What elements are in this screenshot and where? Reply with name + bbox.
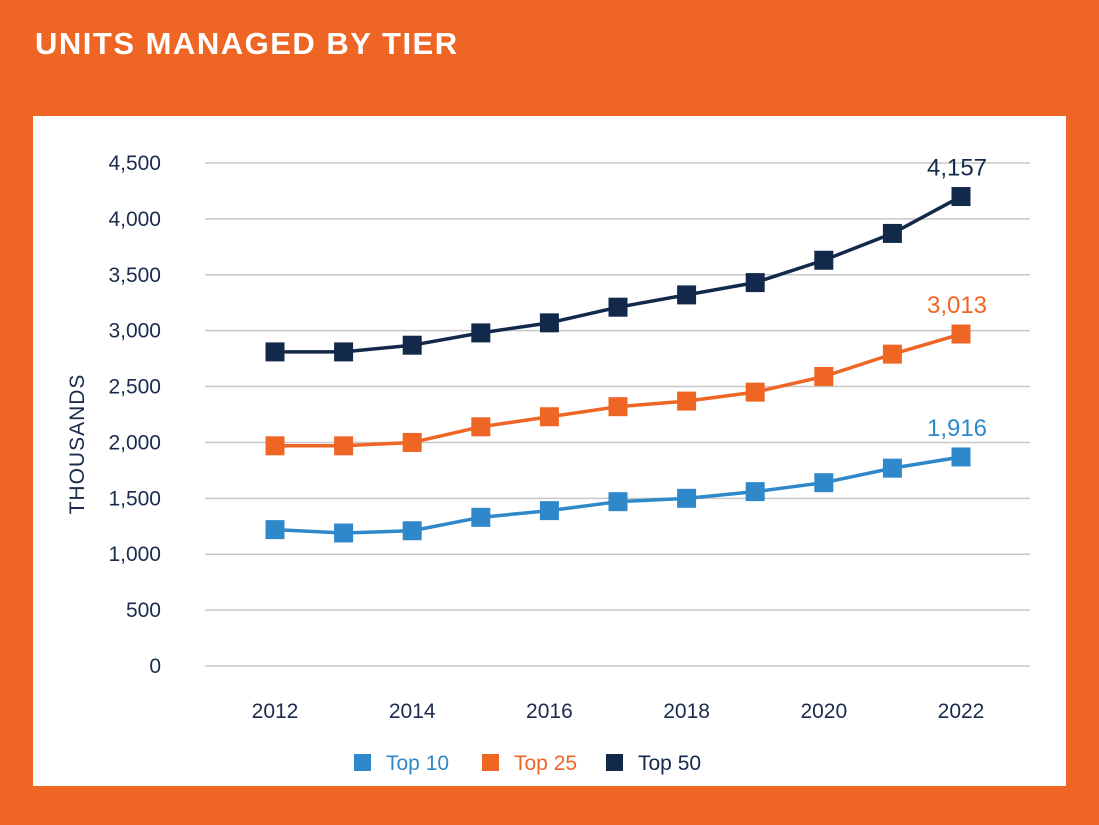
data-point [814, 250, 834, 270]
data-point [608, 297, 628, 317]
y-axis-ticks: 0 500 1,000 1,500 2,000 2,500 3,000 3,500 4,000 4… [108, 152, 161, 678]
legend-swatch [354, 754, 371, 771]
data-point [882, 223, 902, 243]
data-point [471, 507, 491, 527]
y-tick-label: 1,000 [108, 543, 161, 566]
legend-entry: Top 50 [606, 752, 701, 775]
grid-lines [205, 162, 1030, 667]
data-point [745, 382, 765, 402]
x-tick-label: 2022 [938, 700, 985, 723]
y-tick-label: 2,500 [108, 376, 161, 399]
data-label: 3,013 [927, 292, 987, 319]
y-tick-label: 1,500 [108, 487, 161, 510]
x-tick-label: 2016 [526, 700, 573, 723]
data-label: 4,157 [927, 155, 987, 182]
legend-swatch [482, 754, 499, 771]
data-point [402, 335, 422, 355]
data-point [745, 482, 765, 502]
data-point [677, 391, 697, 411]
data-point [265, 342, 285, 362]
legend-swatch [606, 754, 623, 771]
data-point [471, 323, 491, 343]
data-point [814, 366, 834, 386]
series-top-10: 1,916 [265, 415, 987, 543]
y-axis-label: THOUSANDS [66, 374, 89, 515]
data-point [402, 432, 422, 452]
data-point [745, 273, 765, 293]
data-point [608, 492, 628, 512]
chart-panel: 0 500 1,000 1,500 2,000 2,500 3,000 3,500 4,000 4… [33, 116, 1066, 786]
data-point [951, 187, 971, 207]
y-tick-label: 3,500 [108, 264, 161, 287]
x-axis-ticks: 2012 2014 2016 2018 2020 2022 [252, 700, 985, 723]
legend-entry: Top 10 [354, 752, 449, 775]
legend-label: Top 25 [514, 752, 577, 775]
data-point [882, 344, 902, 364]
x-tick-label: 2012 [252, 700, 299, 723]
data-point [608, 397, 628, 417]
series-line [275, 332, 962, 448]
y-tick-label: 4,500 [108, 152, 161, 175]
data-point [334, 342, 354, 362]
legend: Top 10 Top 25 Top 50 [354, 752, 701, 775]
legend-label: Top 50 [638, 752, 701, 775]
data-point [265, 520, 285, 540]
data-point [265, 436, 285, 456]
data-point [539, 407, 559, 427]
data-point [677, 488, 697, 508]
line-chart: 0 500 1,000 1,500 2,000 2,500 3,000 3,500 4,000 4… [66, 152, 1030, 775]
data-label: 1,916 [927, 415, 987, 442]
data-point [402, 521, 422, 541]
data-point [951, 324, 971, 344]
chart-title: UNITS MANAGED BY TIER [35, 26, 459, 61]
data-point [951, 447, 971, 467]
y-tick-label: 4,000 [108, 208, 161, 231]
data-point [882, 458, 902, 478]
data-point [814, 473, 834, 493]
data-point [334, 436, 354, 456]
data-point [677, 285, 697, 305]
data-point [471, 417, 491, 437]
series-group: 1,916 3,013 4,157 [265, 155, 987, 543]
series-top-25: 3,013 [265, 292, 987, 456]
legend-label: Top 10 [386, 752, 449, 775]
data-point [539, 501, 559, 521]
data-point [334, 523, 354, 543]
y-tick-label: 0 [149, 655, 161, 678]
x-tick-label: 2020 [800, 700, 847, 723]
x-tick-label: 2014 [389, 700, 436, 723]
data-point [539, 313, 559, 333]
y-tick-label: 2,000 [108, 431, 161, 454]
series-top-50: 4,157 [265, 155, 987, 362]
legend-entry: Top 25 [482, 752, 577, 775]
y-tick-label: 3,000 [108, 320, 161, 343]
x-tick-label: 2018 [663, 700, 710, 723]
y-tick-label: 500 [126, 599, 161, 622]
